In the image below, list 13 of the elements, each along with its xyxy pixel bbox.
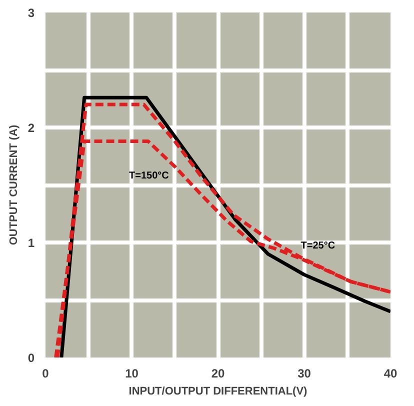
x-tick-label: 10: [125, 366, 139, 380]
x-tick-label: 30: [298, 366, 312, 380]
x-tick-label: 40: [384, 366, 398, 380]
x-tick-label: 20: [211, 366, 225, 380]
y-axis-title: OUTPUT CURRENT (A): [8, 124, 20, 246]
y-tick-label: 2: [28, 121, 35, 135]
y-tick-label: 3: [28, 6, 35, 20]
x-axis-title: INPUT/OUTPUT DIFFERENTIAL(V): [128, 386, 308, 398]
x-tick-label: 0: [42, 366, 50, 380]
y-tick-label: 1: [28, 236, 35, 250]
series-label: T=25°C: [300, 240, 336, 252]
y-tick-label: 0: [28, 351, 35, 365]
series-label: T=150°C: [129, 170, 169, 182]
